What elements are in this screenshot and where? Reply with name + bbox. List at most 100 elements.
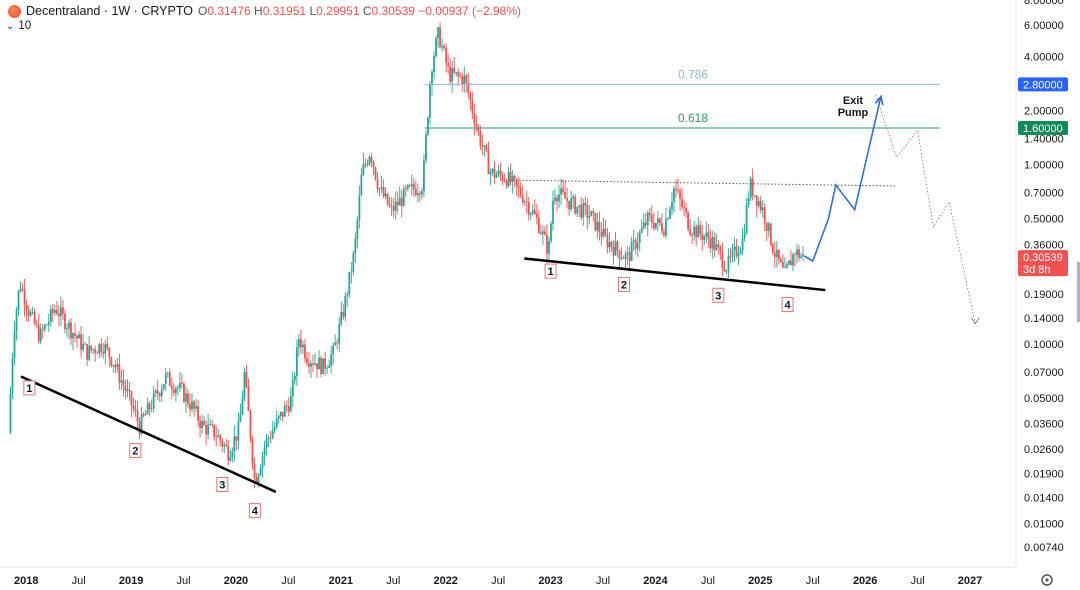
candle [677, 178, 679, 194]
candle [90, 345, 93, 354]
candle [297, 334, 300, 357]
candle [217, 428, 220, 438]
svg-text:2: 2 [132, 446, 138, 458]
price-tick-label: 6.00000 [1024, 20, 1064, 32]
candle [529, 211, 532, 221]
candle [691, 232, 694, 245]
support-trendline[interactable] [20, 375, 277, 494]
time-tick-label: 2021 [329, 575, 353, 587]
candle [251, 435, 254, 470]
price-tick-label: 2.00000 [1024, 106, 1064, 118]
time-tick-label: 2020 [224, 575, 248, 587]
candlestick-series[interactable] [9, 22, 804, 489]
svg-text:3d 8h: 3d 8h [1023, 264, 1051, 276]
candle [302, 340, 304, 355]
ohlc-readout: O0.31476 H0.31951 L0.29951 C0.30539 −0.0… [197, 4, 522, 18]
candle [66, 323, 68, 338]
candle [761, 200, 764, 218]
candle [314, 353, 316, 366]
settings-gear-icon[interactable] [1041, 574, 1053, 586]
candle [104, 340, 107, 365]
candle [380, 175, 383, 194]
wave-marker-right[interactable]: 4 [781, 297, 794, 313]
wave-marker-left[interactable]: 3 [216, 477, 229, 493]
candle [634, 237, 637, 255]
price-scale-scrollbar[interactable] [1077, 262, 1080, 322]
candle [154, 388, 157, 397]
candle [542, 225, 544, 246]
wave-marker-right[interactable]: 3 [712, 287, 725, 303]
candle [392, 198, 395, 218]
candle [626, 245, 629, 266]
candle [207, 414, 210, 440]
fib-level-label: 0.618 [678, 111, 708, 125]
resistance-dotted-line[interactable] [508, 179, 897, 187]
candle [580, 197, 583, 221]
candle [41, 323, 44, 339]
candle [356, 216, 359, 249]
candle [552, 190, 554, 231]
candle [433, 51, 435, 80]
candle [777, 249, 780, 265]
candle [346, 290, 349, 307]
indicator-row[interactable]: ⌄ 10 [6, 20, 31, 32]
fib-price-tag[interactable]: 1.60000 [1018, 121, 1068, 136]
candle [578, 204, 581, 218]
candle [211, 419, 214, 428]
candle [318, 350, 320, 370]
candle [701, 225, 704, 251]
wave-marker-left[interactable]: 2 [129, 443, 142, 459]
candle [574, 193, 577, 215]
candle [717, 240, 720, 255]
candle [735, 238, 738, 259]
projection-path[interactable] [803, 96, 882, 263]
price-tick-label: 0.07000 [1024, 367, 1064, 379]
candle [620, 247, 623, 261]
symbol-title[interactable]: Decentraland · 1W · CRYPTO [26, 4, 193, 18]
candle [126, 378, 129, 398]
candle [687, 210, 690, 232]
candle [408, 183, 411, 188]
candle [336, 338, 339, 350]
candle [62, 299, 64, 320]
chevron-down-icon[interactable]: ⌄ [6, 20, 15, 32]
candle [467, 72, 470, 99]
wave-marker-right[interactable]: 2 [617, 276, 630, 292]
candle [25, 299, 28, 322]
candle [721, 242, 724, 277]
candle [350, 261, 353, 284]
time-axis[interactable]: 2018 Jul 2019 Jul 2020 Jul 2021 Jul 2022 Jul 2023 J… [0, 566, 1053, 587]
time-tick-label: Jul [281, 575, 295, 587]
candle [604, 220, 607, 238]
wave-marker-left[interactable]: 1 [23, 380, 36, 396]
candle [771, 242, 774, 255]
candle [663, 227, 665, 238]
candle [610, 241, 613, 252]
candle [156, 380, 159, 401]
wave-marker-right[interactable]: 1 [544, 263, 557, 279]
candle [338, 316, 341, 353]
candle [644, 213, 647, 229]
price-tick-label: 0.36000 [1024, 239, 1064, 251]
price-axis[interactable]: 6.00000 4.00000 2.00000 1.40000 1.00000 0.700… [1015, 0, 1064, 566]
candle [340, 301, 343, 327]
candle [798, 245, 800, 262]
candle [106, 336, 109, 351]
candle [656, 211, 659, 232]
price-tick-label: 0.70000 [1024, 187, 1064, 199]
candle [747, 191, 750, 209]
support-trendline[interactable] [524, 257, 826, 292]
candle [429, 81, 431, 125]
candle [501, 171, 504, 186]
time-tick-label: Jul [386, 575, 400, 587]
fib-price-tag[interactable]: 2.80000 [1018, 77, 1068, 92]
candle [600, 222, 603, 246]
candle [88, 335, 91, 362]
wave-marker-left[interactable]: 4 [248, 503, 261, 519]
candle [271, 421, 274, 440]
candle [213, 424, 216, 441]
candle [263, 440, 266, 466]
